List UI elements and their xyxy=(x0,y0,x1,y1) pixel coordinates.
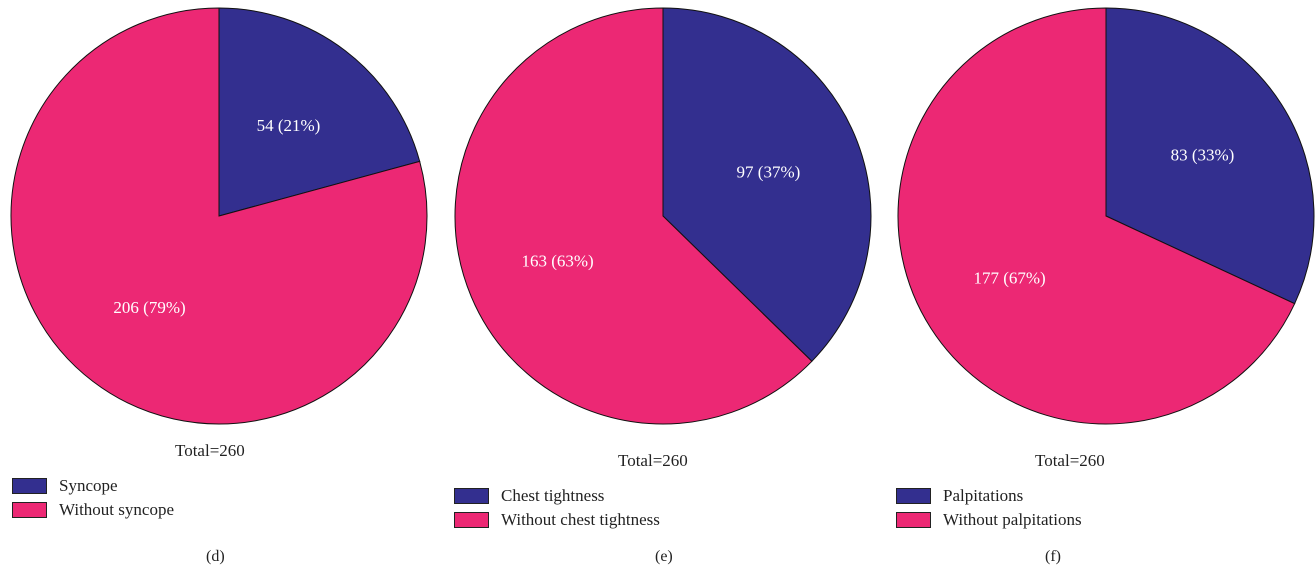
legend-swatch-without-syncope xyxy=(12,502,47,518)
legend-e: Chest tightness Without chest tightness xyxy=(454,484,660,532)
legend-item-without-syncope: Without syncope xyxy=(12,498,174,522)
slice-label-without-palpitations: 177 (67%) xyxy=(973,269,1045,288)
legend-f: Palpitations Without palpitations xyxy=(896,484,1082,532)
pie-slice-chest-tightness xyxy=(662,7,872,362)
legend-d: Syncope Without syncope xyxy=(12,474,174,522)
legend-swatch-without-chest-tightness xyxy=(454,512,489,528)
total-label-e: Total=260 xyxy=(618,451,688,470)
legend-item-syncope: Syncope xyxy=(12,474,174,498)
legend-swatch-syncope xyxy=(12,478,47,494)
legend-label-palpitations: Palpitations xyxy=(943,486,1024,505)
legend-label-without-palpitations: Without palpitations xyxy=(943,510,1082,529)
legend-item-without-chest-tightness: Without chest tightness xyxy=(454,508,660,532)
legend-item-chest-tightness: Chest tightness xyxy=(454,484,660,508)
slice-label-palpitations: 83 (33%) xyxy=(1171,145,1235,164)
pie-slice-without-syncope xyxy=(10,7,428,425)
pie-slice-palpitations xyxy=(1105,7,1315,305)
legend-label-without-syncope: Without syncope xyxy=(59,500,174,519)
slice-label-syncope: 54 (21%) xyxy=(257,116,321,135)
total-label-f: Total=260 xyxy=(1035,451,1105,470)
pie-chart-e: 97 (37%) 163 (63%) xyxy=(454,7,872,425)
legend-item-palpitations: Palpitations xyxy=(896,484,1082,508)
slice-label-without-syncope: 206 (79%) xyxy=(113,298,185,317)
legend-swatch-palpitations xyxy=(896,488,931,504)
total-label-d: Total=260 xyxy=(175,441,245,460)
pie-slice-without-chest-tightness xyxy=(454,7,813,425)
panel-label-f: (f) xyxy=(1045,548,1061,565)
legend-swatch-without-palpitations xyxy=(896,512,931,528)
slice-label-chest-tightness: 97 (37%) xyxy=(737,163,801,182)
panel-label-e: (e) xyxy=(655,548,673,565)
panel-label-d: (d) xyxy=(206,548,225,565)
legend-label-without-chest-tightness: Without chest tightness xyxy=(501,510,660,529)
pie-panel-f: 83 (33%) 177 (67%) Total=260 Palpitations… xyxy=(880,0,1316,571)
pie-chart-f: 83 (33%) 177 (67%) xyxy=(897,7,1315,425)
legend-item-without-palpitations: Without palpitations xyxy=(896,508,1082,532)
pie-chart-d: 54 (21%) 206 (79%) xyxy=(10,7,428,425)
pie-slice-syncope xyxy=(218,7,421,217)
legend-swatch-chest-tightness xyxy=(454,488,489,504)
pie-slice-without-palpitations xyxy=(897,7,1296,425)
pie-panel-d: 54 (21%) 206 (79%) Total=260 Syncope With… xyxy=(0,0,438,571)
legend-label-chest-tightness: Chest tightness xyxy=(501,486,605,505)
legend-label-syncope: Syncope xyxy=(59,476,118,495)
slice-label-without-chest-tightness: 163 (63%) xyxy=(521,251,593,270)
pie-panel-e: 97 (37%) 163 (63%) Total=260 Chest tightn… xyxy=(440,0,878,571)
